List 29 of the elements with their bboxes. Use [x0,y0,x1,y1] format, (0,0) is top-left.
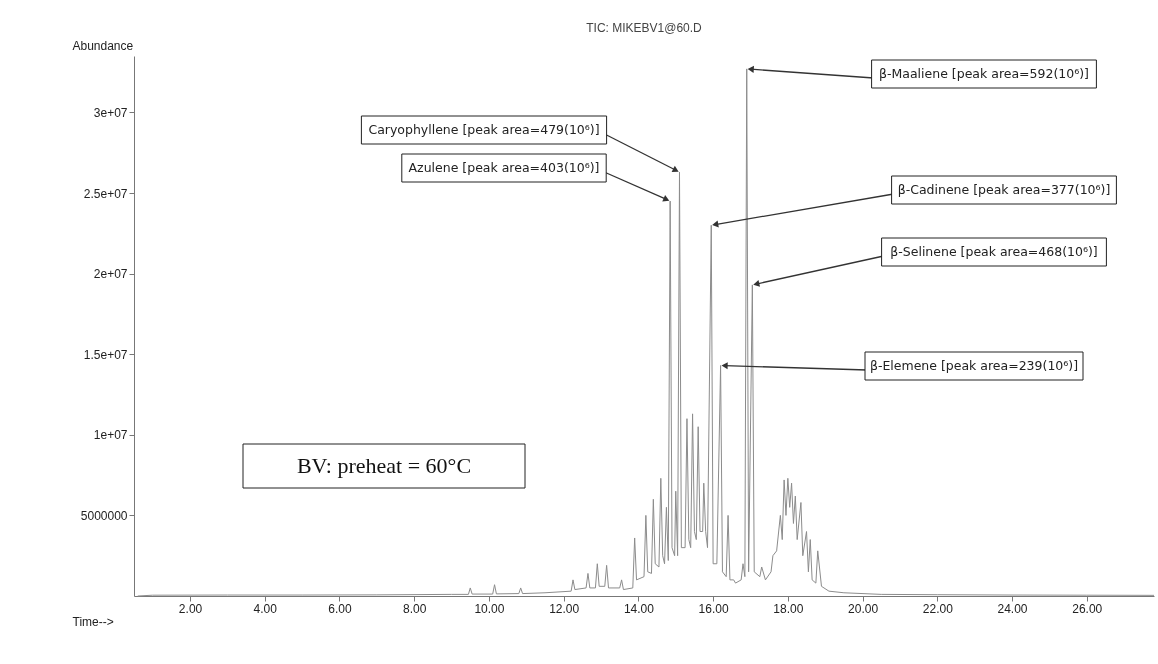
x-tick-label: 2.00 [178,601,203,616]
x-tick-label: 12.00 [549,601,580,616]
x-tick-label: 24.00 [997,601,1028,616]
x-tick-label: 20.00 [848,601,879,616]
annotation: β-Cadinene [peak area=377(10⁶)] [897,182,1111,197]
x-tick-label: 18.00 [773,601,804,616]
chart-title: TIC: MIKEBV1@60.D [586,21,703,35]
annotation: β-Elemene [peak area=239(10⁶)] [869,358,1079,373]
annotation: BV: preheat = 60°C [296,453,472,478]
annotation: β-Maaliene [peak area=592(10⁶)] [879,66,1089,81]
x-tick-label: 10.00 [474,601,505,616]
annotation: Caryophyllene [peak area=479(10⁶)] [368,122,600,137]
x-tick-label: 26.00 [1072,601,1103,616]
y-tick-label: 5000000 [80,508,128,523]
annotation: Azulene [peak area=403(10⁶)] [408,160,600,175]
x-axis-title: Time--> [72,614,114,629]
y-tick-label: 1e+07 [93,428,128,443]
x-tick-label: 6.00 [328,601,352,616]
x-tick-label: 14.00 [623,601,655,616]
y-tick-label: 2.5e+07 [83,186,128,201]
x-tick-label: 16.00 [698,601,729,616]
y-tick-label: 2e+07 [93,267,128,282]
x-tick-label: 8.00 [403,601,427,616]
x-tick-label: 4.00 [253,601,278,616]
y-tick-label: 1.5e+07 [83,347,128,362]
annotation: β-Selinene [peak area=468(10⁶)] [890,244,1098,259]
y-tick-label: 3e+07 [93,105,128,120]
x-tick-label: 22.00 [922,601,954,616]
y-axis-title: Abundance [72,38,134,53]
